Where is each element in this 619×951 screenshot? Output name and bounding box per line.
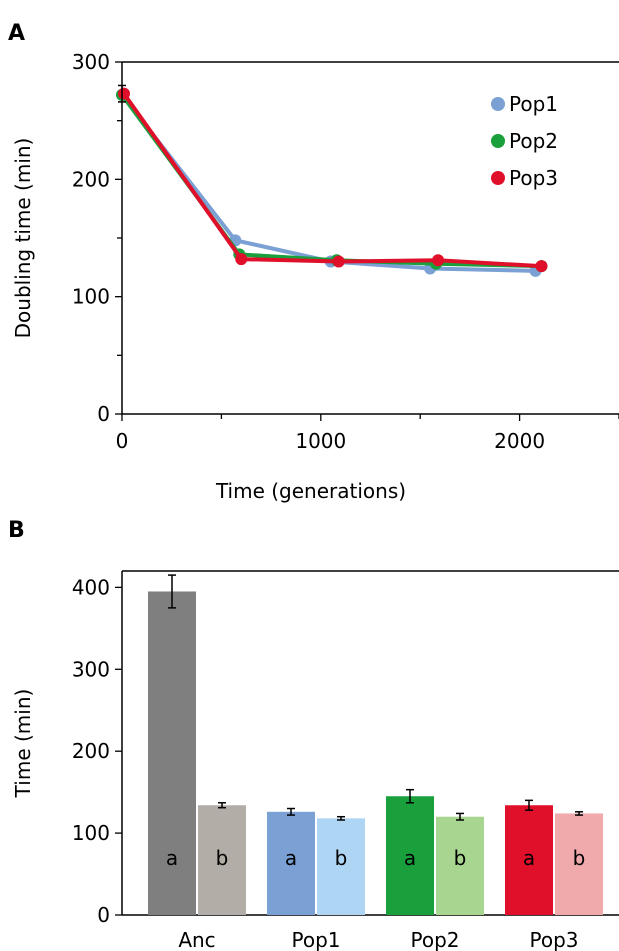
- bar-anc-b: [198, 805, 246, 915]
- panel-b: B 0 100 200 300 400 Time (min) a b a b a b a b Anc Pop1 P…: [8, 518, 619, 951]
- legend-marker-pop2: [491, 134, 505, 148]
- y-axis-title: Time (min): [11, 689, 35, 799]
- bar-label: b: [335, 846, 348, 870]
- x-tick-label: 0: [116, 429, 129, 453]
- y-axis-title: Doubling time (min): [11, 138, 35, 339]
- panel-label: A: [8, 21, 25, 46]
- bar-pop3-b: [555, 813, 603, 915]
- bar-pop1-b: [317, 818, 365, 915]
- category-label: Pop1: [291, 928, 340, 951]
- series-line-pop1: [120, 93, 536, 273]
- bar-pop3-a: [505, 805, 553, 915]
- x-tick-label: 2000: [494, 429, 545, 453]
- bar-label: a: [285, 846, 297, 870]
- series-line-pop3: [122, 92, 542, 269]
- bar-pop2-b: [436, 816, 484, 915]
- legend-marker-pop3: [491, 171, 505, 185]
- y-tick-label: 100: [72, 821, 110, 845]
- category-label: Pop3: [529, 928, 578, 951]
- y-tick-label: 100: [72, 285, 110, 309]
- bar-label: b: [454, 846, 467, 870]
- data-point-pop3: [235, 253, 248, 266]
- data-point-pop3: [432, 254, 445, 267]
- y-tick-label: 0: [97, 402, 110, 426]
- y-tick-label: 400: [72, 575, 110, 599]
- bar-pop1-a: [267, 811, 315, 915]
- y-tick-label: 200: [72, 167, 110, 191]
- y-tick-label: 300: [72, 50, 110, 74]
- bar-label: a: [523, 846, 535, 870]
- bar-pop2-a: [386, 796, 434, 915]
- bar-label: b: [216, 846, 229, 870]
- x-axis-title: Time (generations): [215, 479, 406, 503]
- data-point-pop3: [535, 260, 548, 273]
- legend-label-pop2: Pop2: [509, 129, 558, 153]
- x-tick-label: 1000: [295, 429, 346, 453]
- legend-label-pop1: Pop1: [509, 92, 558, 116]
- bar-label: a: [166, 846, 178, 870]
- category-label: Anc: [178, 928, 215, 951]
- data-point-pop3: [332, 255, 345, 268]
- panel-label: B: [8, 518, 25, 543]
- bar-label: a: [404, 846, 416, 870]
- bar-label: b: [573, 846, 586, 870]
- legend-marker-pop1: [491, 97, 505, 111]
- bar-anc-a: [148, 591, 196, 915]
- category-label: Pop2: [410, 928, 459, 951]
- legend-label-pop3: Pop3: [509, 166, 558, 190]
- y-tick-label: 300: [72, 657, 110, 681]
- y-tick-label: 200: [72, 739, 110, 763]
- panel-a: A 0 100 200 300 0 1000 2000 Time (generations) Do…: [8, 21, 619, 503]
- y-tick-label: 0: [97, 903, 110, 927]
- data-point-pop3: [117, 87, 130, 100]
